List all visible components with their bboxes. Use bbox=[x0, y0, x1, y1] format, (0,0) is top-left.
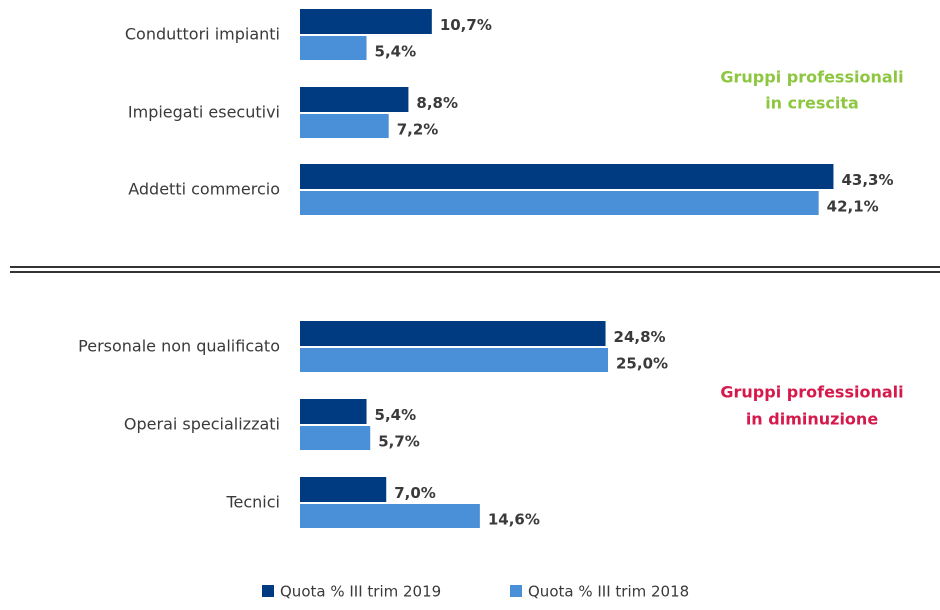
bar bbox=[300, 426, 371, 450]
category-label: Operai specializzati bbox=[124, 415, 280, 434]
bar bbox=[300, 321, 606, 346]
value-label: 10,7% bbox=[440, 16, 492, 34]
value-label: 43,3% bbox=[841, 171, 893, 189]
annotation: in crescita bbox=[765, 94, 859, 113]
legend-swatch bbox=[510, 585, 522, 597]
bar bbox=[300, 87, 409, 112]
annotation: in diminuzione bbox=[746, 410, 879, 429]
value-label: 5,4% bbox=[375, 406, 417, 424]
bar bbox=[300, 9, 432, 34]
bar bbox=[300, 164, 834, 189]
value-label: 5,4% bbox=[375, 43, 417, 61]
value-label: 42,1% bbox=[827, 198, 879, 216]
value-label: 25,0% bbox=[616, 355, 668, 373]
bar bbox=[300, 504, 480, 528]
value-label: 7,0% bbox=[394, 484, 436, 502]
value-label: 24,8% bbox=[614, 328, 666, 346]
legend-label: Quota % III trim 2019 bbox=[280, 583, 441, 601]
value-label: 7,2% bbox=[397, 121, 439, 139]
bar bbox=[300, 348, 608, 372]
value-label: 5,7% bbox=[378, 433, 420, 451]
category-label: Personale non qualificato bbox=[78, 337, 280, 356]
value-label: 14,6% bbox=[488, 511, 540, 529]
category-label: Tecnici bbox=[225, 493, 280, 512]
annotation: Gruppi professionali bbox=[720, 68, 903, 87]
bar bbox=[300, 191, 819, 215]
bar bbox=[300, 399, 367, 424]
category-label: Conduttori impianti bbox=[125, 25, 280, 44]
category-label: Addetti commercio bbox=[128, 180, 280, 199]
bar bbox=[300, 114, 389, 138]
annotation: Gruppi professionali bbox=[720, 383, 903, 402]
legend-swatch bbox=[262, 585, 274, 597]
legend-label: Quota % III trim 2018 bbox=[528, 583, 689, 601]
bar bbox=[300, 477, 387, 502]
category-label: Impiegati esecutivi bbox=[128, 103, 280, 122]
bar bbox=[300, 36, 367, 60]
value-label: 8,8% bbox=[416, 94, 458, 112]
